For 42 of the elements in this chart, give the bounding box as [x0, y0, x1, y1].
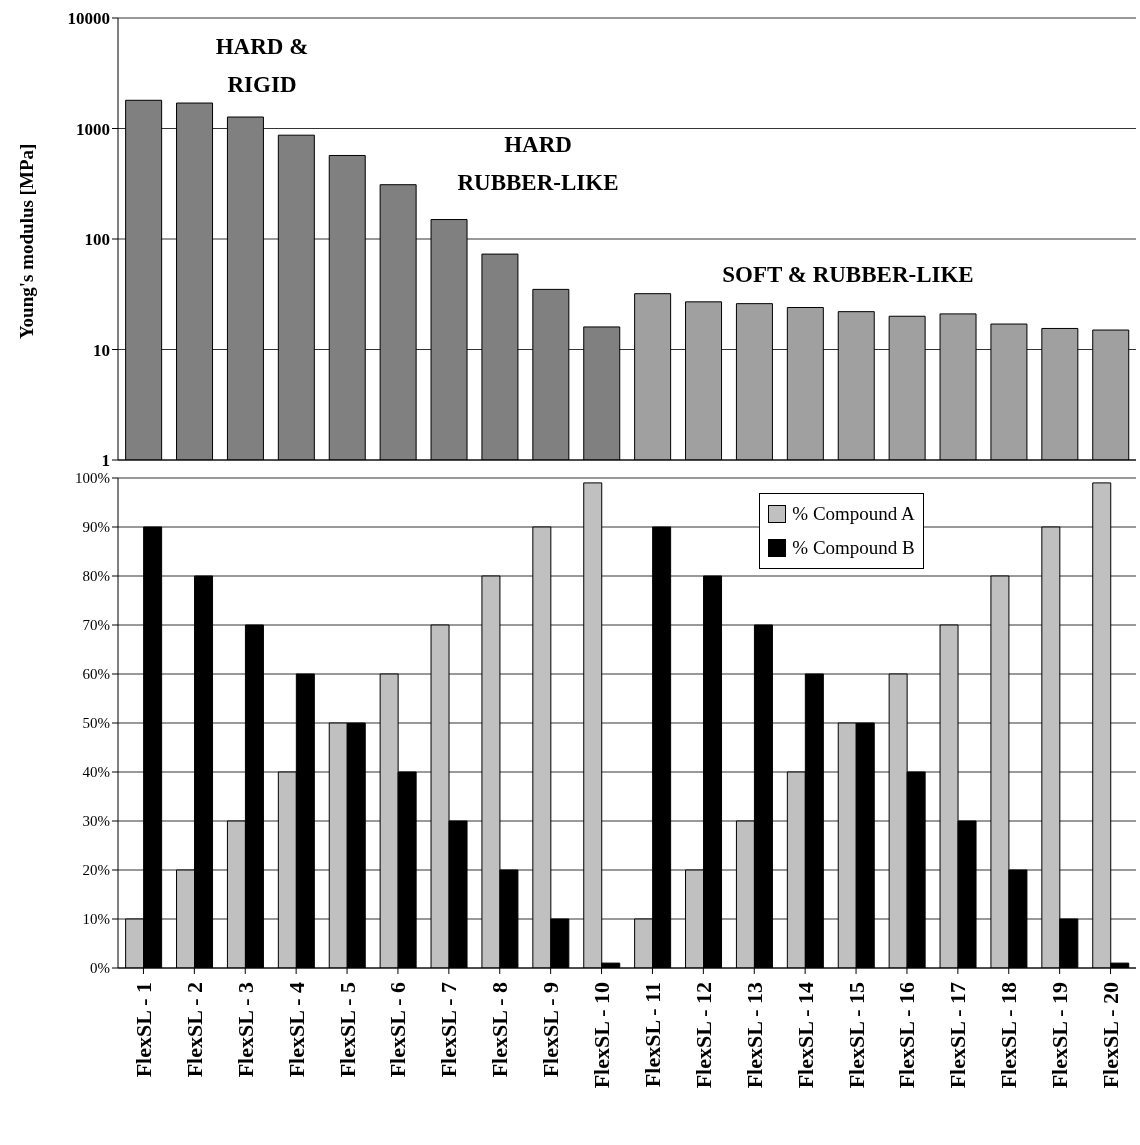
y-tick-label: 80%: [82, 568, 110, 585]
x-tick-label: FlexSL - 19: [1047, 982, 1073, 1089]
y-tick-label: 1: [101, 451, 110, 471]
y-tick-label: 1000: [76, 119, 110, 139]
x-tick-label: FlexSL - 4: [283, 982, 309, 1078]
x-tick-label: FlexSL - 17: [945, 982, 971, 1089]
x-tick-label: FlexSL - 10: [589, 982, 615, 1089]
y-tick-label: 100: [84, 230, 110, 250]
x-tick-label: FlexSL - 20: [1098, 982, 1124, 1089]
y-tick-label: 20%: [82, 862, 110, 879]
x-tick-label: FlexSL - 14: [792, 982, 818, 1089]
x-tick-label: FlexSL - 8: [487, 982, 513, 1078]
y-tick-label: 70%: [82, 617, 110, 634]
x-tick-label: FlexSL - 11: [639, 982, 665, 1088]
annotation: HARD RUBBER-LIKE: [457, 132, 619, 195]
x-tick-label: FlexSL - 7: [436, 982, 462, 1078]
x-tick-label: FlexSL - 1: [130, 982, 156, 1078]
x-tick-label: FlexSL - 16: [894, 982, 920, 1089]
y-tick-label: 10: [93, 340, 110, 360]
x-tick-label: FlexSL - 15: [843, 982, 869, 1089]
y-tick-label: 60%: [82, 666, 110, 683]
y-tick-label: 40%: [82, 764, 110, 781]
y-tick-label: 0%: [90, 960, 110, 977]
annotation: SOFT & RUBBER-LIKE: [722, 262, 974, 287]
x-tick-label: FlexSL - 3: [232, 982, 258, 1078]
annotation: HARD & RIGID: [215, 34, 309, 97]
y-tick-label: 90%: [82, 519, 110, 536]
y-tick-label: 100%: [75, 470, 110, 487]
y-tick-label: 30%: [82, 813, 110, 830]
x-tick-label: FlexSL - 6: [385, 982, 411, 1078]
x-tick-label: FlexSL - 2: [181, 982, 207, 1078]
x-tick-label: FlexSL - 5: [334, 982, 360, 1078]
y-tick-label: 10%: [82, 911, 110, 928]
y-tick-label: 10000: [67, 9, 110, 29]
x-tick-label: FlexSL - 18: [996, 982, 1022, 1089]
legend-label: % Compound B: [792, 536, 915, 560]
x-tick-label: FlexSL - 13: [741, 982, 767, 1089]
legend-label: % Compound A: [792, 502, 915, 526]
y-tick-label: 50%: [82, 715, 110, 732]
y-axis-title: Young's modulus [MPa]: [15, 143, 37, 339]
x-tick-label: FlexSL - 12: [690, 982, 716, 1089]
x-tick-label: FlexSL - 9: [538, 982, 564, 1078]
